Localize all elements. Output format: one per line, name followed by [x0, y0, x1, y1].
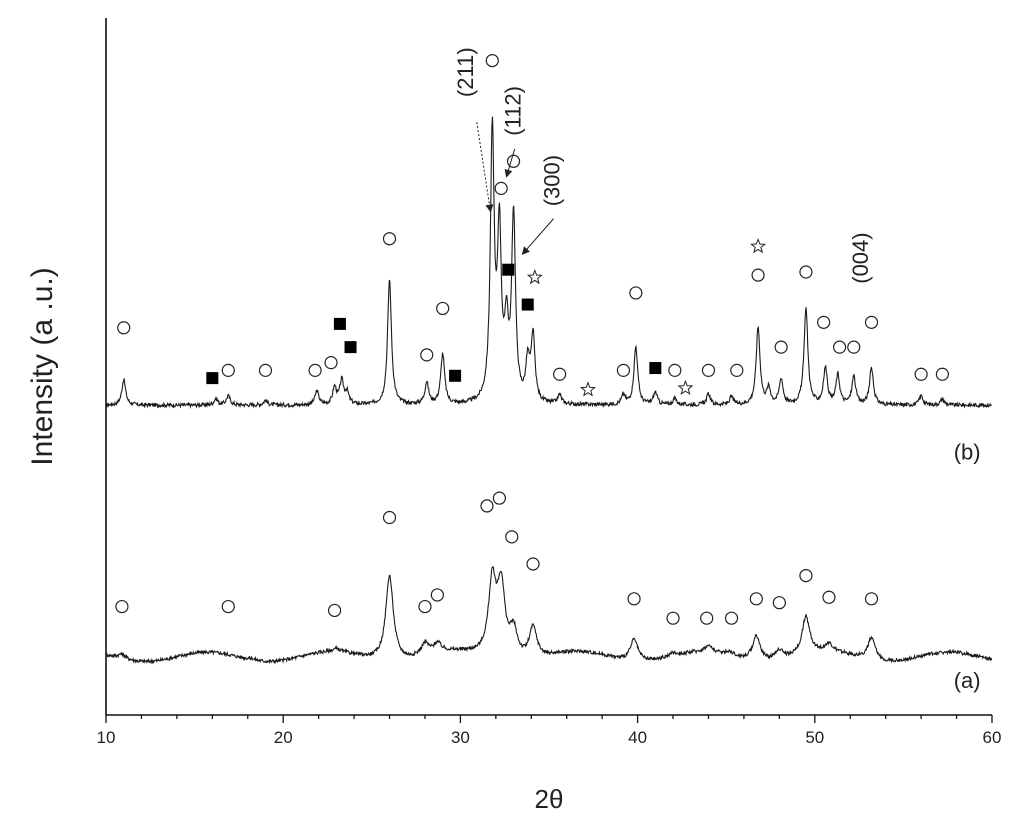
phase-circle-marker [485, 53, 499, 68]
phase-circle-marker [822, 590, 836, 604]
phase-circle-marker [221, 363, 235, 377]
phase-circle-marker [751, 268, 765, 282]
phase-circle-marker [935, 367, 949, 381]
phase-circle-marker [420, 348, 434, 362]
series-line [105, 116, 992, 409]
phase-circle-marker [700, 611, 714, 625]
phase-circle-marker [382, 510, 397, 525]
peak-arrow [476, 122, 494, 213]
peak-index-label: (300) [540, 155, 565, 206]
phase-star-marker [526, 268, 543, 285]
phase-square-marker [344, 341, 357, 354]
phase-circle-marker [864, 592, 879, 606]
phase-star-marker [677, 379, 694, 395]
phase-circle-marker [553, 367, 567, 381]
phase-circle-marker [914, 367, 928, 381]
phase-circle-marker [327, 603, 342, 618]
phase-circle-marker [847, 340, 861, 354]
phase-circle-marker [115, 599, 129, 614]
phase-circle-marker [772, 596, 786, 610]
phase-circle-marker [494, 181, 508, 195]
y-axis-label: Intensity (a .u.) [26, 267, 59, 465]
x-tick-label: 20 [274, 728, 293, 747]
axis-layer: 10 20 30 40 50 60 [97, 18, 1002, 747]
phase-circle-marker [627, 592, 641, 606]
peak-arrow [521, 218, 555, 255]
phase-circle-marker [258, 363, 273, 377]
peak-arrow [504, 148, 516, 178]
phase-circle-marker [701, 363, 716, 377]
phase-circle-marker [418, 599, 432, 614]
x-tick-label: 40 [628, 728, 647, 747]
phase-square-marker [502, 263, 515, 276]
phase-circle-marker [629, 286, 643, 300]
phase-circle-marker [526, 557, 540, 571]
phase-circle-marker [817, 315, 831, 329]
phase-circle-marker [724, 611, 739, 625]
phase-circle-marker [505, 530, 519, 544]
peak-index-label: (112) [501, 86, 526, 136]
annotation-layer: (211) (112) (300) (004) (b) (a) [453, 47, 981, 693]
series-line [105, 565, 993, 665]
phase-circle-marker [382, 232, 397, 246]
phase-circle-marker [774, 340, 788, 354]
phase-star-marker [750, 238, 767, 254]
marker-layer [115, 53, 949, 625]
phase-circle-marker [430, 588, 444, 602]
phase-circle-marker [730, 363, 744, 377]
phase-circle-marker [324, 356, 338, 370]
phase-circle-marker [480, 499, 494, 513]
phase-square-marker [649, 362, 662, 375]
phase-circle-marker [616, 363, 631, 377]
phase-circle-marker [799, 568, 813, 583]
phase-circle-marker [221, 599, 235, 614]
phase-square-marker [449, 369, 462, 382]
series-label: (a) [954, 668, 981, 693]
phase-circle-marker [308, 363, 322, 377]
phase-star-marker [579, 381, 596, 397]
peak-index-label: (004) [848, 232, 873, 283]
phase-circle-marker [749, 592, 763, 606]
phase-circle-marker [492, 491, 506, 505]
x-axis-label: 2θ [535, 784, 564, 814]
phase-circle-marker [436, 301, 450, 316]
phase-square-marker [206, 372, 219, 385]
x-tick-label: 10 [97, 728, 116, 747]
phase-circle-marker [864, 315, 879, 329]
x-tick-label: 30 [451, 728, 470, 747]
peak-index-label: (211) [453, 47, 478, 97]
phase-circle-marker [799, 265, 813, 279]
x-tick-label: 60 [983, 728, 1002, 747]
phase-circle-marker [833, 340, 847, 354]
phase-circle-marker [666, 611, 680, 625]
phase-circle-marker [668, 363, 682, 377]
phase-square-marker [521, 298, 534, 311]
x-ticks: 10 20 30 40 50 60 [97, 715, 1002, 747]
phase-square-marker [333, 317, 346, 330]
phase-circle-marker [117, 321, 131, 335]
x-tick-label: 50 [805, 728, 824, 747]
series-layer [105, 116, 993, 665]
series-label: (b) [954, 439, 981, 464]
